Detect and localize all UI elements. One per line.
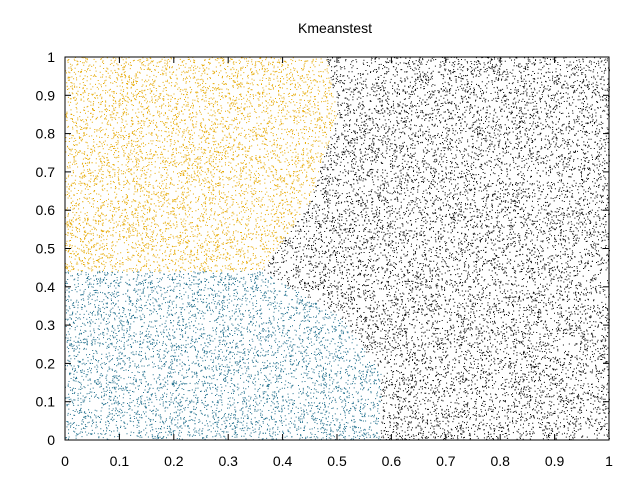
y-tick-label: 0 xyxy=(47,432,55,448)
y-tick-label: 0.6 xyxy=(36,202,56,218)
cluster-blue-points xyxy=(65,271,382,441)
x-axis: 0 0.1 0.2 0.3 0.4 0.5 0.6 0.7 0.8 0.9 1 xyxy=(61,57,613,469)
y-axis: 0 0.1 0.2 0.3 0.4 0.5 0.6 0.7 0.8 0.9 1 xyxy=(36,49,609,448)
y-tick-label: 1 xyxy=(47,49,55,65)
y-tick-label: 0.1 xyxy=(36,394,56,410)
chart-title: Kmeanstest xyxy=(298,20,372,36)
x-tick-label: 0.9 xyxy=(545,453,565,469)
y-tick-label: 0.3 xyxy=(36,317,56,333)
y-tick-label: 0.2 xyxy=(36,355,56,371)
x-tick-label: 0 xyxy=(61,453,69,469)
x-tick-label: 0.2 xyxy=(164,453,184,469)
x-tick-label: 0.5 xyxy=(327,453,347,469)
y-tick-label: 0.8 xyxy=(36,126,56,142)
y-tick-label: 0.7 xyxy=(36,164,56,180)
x-tick-label: 1 xyxy=(605,453,613,469)
y-tick-label: 0.5 xyxy=(36,241,56,257)
x-tick-label: 0.8 xyxy=(490,453,510,469)
scatter-points xyxy=(65,56,610,441)
cluster-yellow-points xyxy=(65,56,337,272)
x-tick-label: 0.3 xyxy=(218,453,238,469)
x-tick-label: 0.4 xyxy=(273,453,293,469)
x-tick-label: 0.1 xyxy=(110,453,130,469)
x-tick-label: 0.7 xyxy=(436,453,456,469)
y-tick-label: 0.4 xyxy=(36,279,56,295)
cluster-black-points xyxy=(264,56,610,441)
y-tick-label: 0.9 xyxy=(36,87,56,103)
x-tick-label: 0.6 xyxy=(382,453,402,469)
